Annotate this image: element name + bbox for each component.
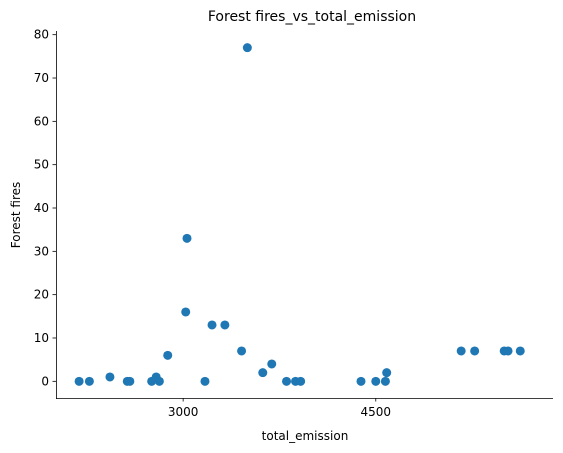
- data-point: [456, 346, 466, 356]
- y-tick-label: 40: [34, 201, 49, 215]
- data-point: [515, 346, 525, 356]
- y-axis-ticks: 0 10 20 30 40 50 60 70 80: [34, 28, 56, 388]
- y-tick-label: 50: [34, 158, 49, 172]
- data-point: [125, 376, 135, 386]
- data-point: [258, 368, 268, 378]
- data-point: [84, 376, 94, 386]
- chart-title: Forest fires_vs_total_emission: [208, 9, 416, 25]
- data-point: [74, 376, 84, 386]
- data-point: [356, 376, 366, 386]
- data-point: [382, 368, 392, 378]
- data-point: [181, 307, 191, 317]
- data-point: [503, 346, 513, 356]
- data-point: [296, 376, 306, 386]
- data-point: [220, 320, 230, 330]
- data-point: [282, 376, 292, 386]
- data-point: [154, 376, 164, 386]
- data-point: [182, 233, 192, 243]
- x-axis-ticks: 3000 4500: [168, 398, 391, 419]
- data-point: [267, 359, 277, 369]
- data-points: [74, 43, 525, 386]
- data-point: [105, 372, 115, 382]
- data-point: [200, 376, 210, 386]
- x-tick-label: 3000: [168, 405, 199, 419]
- y-tick-label: 20: [34, 288, 49, 302]
- data-point: [371, 376, 381, 386]
- y-axis-label: Forest fires: [9, 182, 23, 249]
- y-tick-label: 10: [34, 331, 49, 345]
- y-tick-label: 70: [34, 71, 49, 85]
- y-tick-label: 30: [34, 244, 49, 258]
- x-tick-label: 4500: [361, 405, 392, 419]
- y-tick-label: 80: [34, 28, 49, 42]
- y-tick-label: 60: [34, 114, 49, 128]
- data-point: [380, 376, 390, 386]
- data-point: [470, 346, 480, 356]
- data-point: [163, 350, 173, 360]
- y-tick-label: 0: [41, 374, 49, 388]
- data-point: [237, 346, 247, 356]
- x-axis-label: total_emission: [262, 429, 349, 443]
- data-point: [207, 320, 217, 330]
- data-point: [242, 43, 252, 53]
